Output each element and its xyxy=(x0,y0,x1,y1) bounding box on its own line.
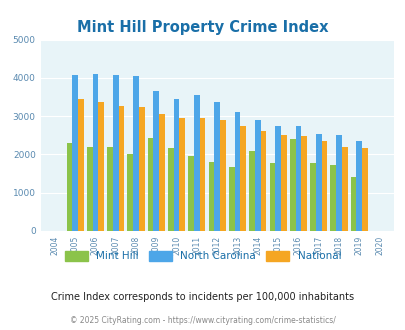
Text: Mint Hill Property Crime Index: Mint Hill Property Crime Index xyxy=(77,20,328,35)
Bar xyxy=(214,102,220,231)
Legend: Mint Hill, North Carolina, National: Mint Hill, North Carolina, National xyxy=(60,247,345,265)
Bar xyxy=(234,112,240,231)
Bar xyxy=(87,147,92,231)
Text: © 2025 CityRating.com - https://www.cityrating.com/crime-statistics/: © 2025 CityRating.com - https://www.city… xyxy=(70,315,335,325)
Text: Crime Index corresponds to incidents per 100,000 inhabitants: Crime Index corresponds to incidents per… xyxy=(51,292,354,302)
Bar xyxy=(72,75,78,231)
Bar xyxy=(159,114,164,231)
Bar xyxy=(139,107,144,231)
Bar xyxy=(147,138,153,231)
Bar xyxy=(350,178,356,231)
Bar xyxy=(260,131,266,231)
Bar xyxy=(66,143,72,231)
Bar xyxy=(275,126,280,231)
Bar xyxy=(249,151,254,231)
Bar xyxy=(330,165,335,231)
Bar xyxy=(113,75,118,231)
Bar xyxy=(127,154,133,231)
Bar xyxy=(92,74,98,231)
Bar xyxy=(295,126,301,231)
Bar xyxy=(321,142,326,231)
Bar xyxy=(341,147,347,231)
Bar xyxy=(173,99,179,231)
Bar xyxy=(118,106,124,231)
Bar xyxy=(289,139,295,231)
Bar xyxy=(78,99,83,231)
Bar xyxy=(133,76,139,231)
Bar xyxy=(335,135,341,231)
Bar xyxy=(179,118,185,231)
Bar xyxy=(188,156,194,231)
Bar xyxy=(301,136,306,231)
Bar xyxy=(240,126,245,231)
Bar xyxy=(208,162,214,231)
Bar xyxy=(280,135,286,231)
Bar xyxy=(254,120,260,231)
Bar xyxy=(98,102,104,231)
Bar xyxy=(269,163,275,231)
Bar xyxy=(168,148,173,231)
Bar xyxy=(315,134,321,231)
Bar xyxy=(199,118,205,231)
Bar xyxy=(228,167,234,231)
Bar xyxy=(356,141,361,231)
Bar xyxy=(194,95,199,231)
Bar xyxy=(107,147,113,231)
Bar xyxy=(220,120,225,231)
Bar xyxy=(309,163,315,231)
Bar xyxy=(361,148,367,231)
Bar xyxy=(153,91,159,231)
